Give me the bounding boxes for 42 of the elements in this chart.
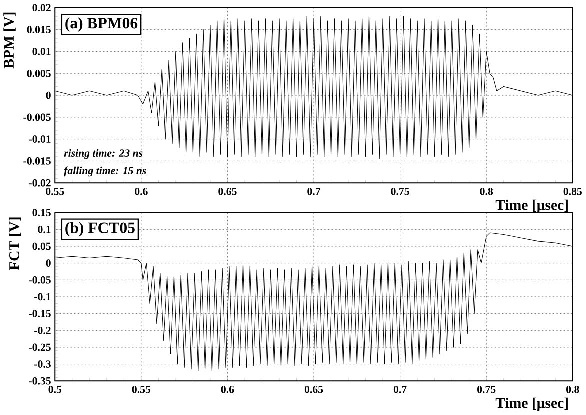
y-tick-label: 0.015	[27, 26, 51, 34]
x-tick-label: 0.55	[46, 188, 64, 196]
y-axis-title: FCT [V]	[9, 218, 22, 270]
x-tick-label: 0.75	[391, 188, 410, 196]
x-tick-label: 0.6	[221, 386, 234, 394]
x-axis-title: Time [μsec]	[496, 200, 568, 214]
y-tick-label: -0.25	[29, 344, 51, 352]
annotation: (b) FCT05	[66, 222, 135, 237]
y-tick-label: -0.35	[29, 378, 51, 385]
y-tick-label: 0	[46, 92, 51, 100]
x-tick-label: 0.85	[564, 188, 582, 196]
y-tick-label: 0.1	[38, 226, 51, 234]
x-tick-label: 0.8	[480, 188, 494, 196]
y-tick-label: 0.15	[32, 209, 51, 217]
y-axis-title: BPM [V]	[4, 12, 16, 69]
annotation: falling time: 15 ns	[64, 166, 146, 177]
y-tick-label: -0.015	[24, 158, 51, 165]
x-tick-label: 0.7	[394, 386, 407, 394]
y-tick-label: -0.3	[34, 360, 51, 368]
x-tick-label: 0.7	[308, 188, 321, 196]
y-tick-label: -0.15	[29, 310, 51, 318]
y-tick-label: -0.01	[29, 136, 51, 144]
annotation: (a) BPM06	[66, 18, 138, 32]
y-tick-label: -0.2	[34, 327, 51, 334]
y-tick-label: -0.02	[29, 180, 51, 187]
y-tick-label: -0.1	[34, 293, 51, 301]
x-tick-label: 0.5	[48, 386, 62, 394]
y-tick-label: -0.005	[24, 114, 51, 122]
y-tick-label: 0.005	[27, 70, 51, 78]
y-tick-label: -0.05	[29, 276, 51, 284]
x-axis-title: Time [μsec]	[496, 398, 568, 412]
x-tick-label: 0.75	[478, 386, 496, 394]
x-tick-label: 0.65	[304, 386, 324, 394]
y-tick-label: 0.01	[32, 48, 51, 56]
x-tick-label: 0.6	[135, 188, 148, 196]
x-tick-label: 0.65	[218, 188, 237, 196]
y-tick-label: 0.02	[32, 4, 51, 12]
annotation: rising time: 23 ns	[64, 149, 143, 160]
x-tick-label: 0.55	[132, 386, 151, 394]
x-tick-label: 0.8	[566, 386, 580, 394]
y-tick-label: 0.05	[32, 242, 51, 250]
y-tick-label: 0	[46, 260, 51, 268]
